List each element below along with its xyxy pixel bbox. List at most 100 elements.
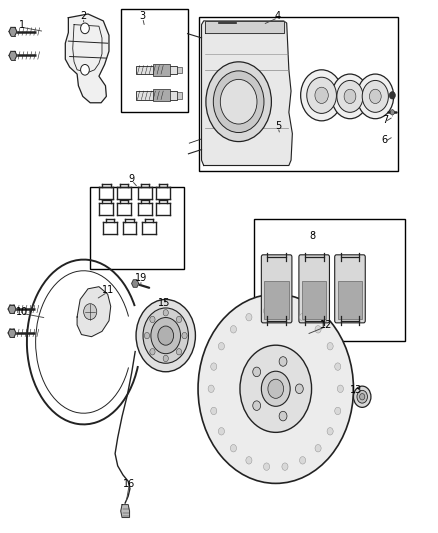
Circle shape — [390, 110, 395, 115]
Circle shape — [315, 445, 321, 452]
Circle shape — [158, 326, 173, 345]
Text: 5: 5 — [275, 120, 281, 131]
Circle shape — [240, 345, 311, 432]
Text: 11: 11 — [102, 286, 114, 295]
Circle shape — [335, 363, 341, 370]
Circle shape — [360, 393, 365, 400]
Circle shape — [198, 294, 353, 483]
Text: 12: 12 — [320, 320, 332, 330]
Circle shape — [307, 77, 336, 114]
Circle shape — [136, 300, 195, 372]
Circle shape — [177, 349, 182, 355]
Polygon shape — [8, 329, 16, 337]
Circle shape — [208, 385, 214, 392]
Text: 13: 13 — [350, 385, 363, 395]
Text: 7: 7 — [382, 115, 388, 125]
Polygon shape — [8, 305, 16, 313]
Circle shape — [150, 316, 155, 322]
Circle shape — [335, 407, 341, 415]
Polygon shape — [121, 505, 130, 518]
Circle shape — [177, 316, 182, 322]
Circle shape — [279, 411, 287, 421]
Circle shape — [163, 356, 168, 362]
Circle shape — [211, 363, 217, 370]
Circle shape — [357, 390, 367, 403]
Polygon shape — [132, 280, 139, 287]
Text: 10: 10 — [15, 306, 28, 317]
Circle shape — [182, 333, 187, 339]
Circle shape — [282, 307, 288, 314]
Bar — [90, 187, 184, 269]
Circle shape — [389, 92, 396, 99]
Bar — [137, 91, 177, 100]
Circle shape — [81, 64, 89, 75]
Circle shape — [261, 371, 290, 406]
Bar — [338, 281, 362, 319]
Circle shape — [344, 89, 356, 103]
Circle shape — [268, 379, 284, 398]
Circle shape — [264, 463, 270, 470]
Circle shape — [145, 333, 150, 339]
Text: 1: 1 — [18, 20, 25, 30]
Circle shape — [151, 318, 180, 354]
Bar — [121, 9, 188, 112]
FancyBboxPatch shape — [261, 255, 292, 323]
Bar — [177, 67, 182, 73]
Circle shape — [246, 457, 252, 464]
Circle shape — [300, 70, 343, 121]
Polygon shape — [205, 21, 285, 33]
Bar — [137, 66, 177, 74]
Text: 6: 6 — [382, 135, 388, 145]
Circle shape — [211, 407, 217, 415]
Polygon shape — [77, 287, 111, 337]
Bar — [153, 90, 170, 101]
Circle shape — [279, 357, 287, 366]
Circle shape — [218, 427, 224, 435]
Bar — [177, 92, 182, 99]
Circle shape — [218, 343, 224, 350]
Text: 2: 2 — [81, 11, 87, 21]
Circle shape — [230, 445, 237, 452]
Circle shape — [206, 62, 272, 142]
Text: 8: 8 — [310, 231, 316, 241]
Text: 15: 15 — [158, 297, 171, 308]
Circle shape — [315, 87, 328, 103]
Circle shape — [230, 326, 237, 333]
Text: 4: 4 — [275, 11, 281, 21]
Text: 9: 9 — [129, 174, 135, 184]
Circle shape — [81, 23, 89, 34]
Circle shape — [337, 80, 363, 112]
Circle shape — [163, 310, 168, 316]
Circle shape — [213, 71, 264, 133]
Circle shape — [315, 326, 321, 333]
Bar — [199, 17, 398, 171]
Circle shape — [220, 79, 257, 124]
Circle shape — [332, 74, 368, 119]
Text: 19: 19 — [135, 273, 148, 283]
Circle shape — [362, 80, 389, 112]
Circle shape — [327, 427, 333, 435]
Circle shape — [369, 89, 381, 103]
Circle shape — [353, 386, 371, 407]
Circle shape — [357, 74, 394, 119]
Polygon shape — [9, 27, 17, 36]
Circle shape — [295, 384, 303, 393]
Circle shape — [300, 457, 306, 464]
Bar — [254, 219, 405, 341]
Circle shape — [253, 401, 261, 410]
FancyBboxPatch shape — [335, 255, 365, 323]
Circle shape — [253, 367, 261, 377]
Circle shape — [264, 307, 270, 314]
Circle shape — [150, 349, 155, 355]
Polygon shape — [9, 51, 17, 60]
Text: 16: 16 — [124, 480, 136, 489]
Circle shape — [300, 313, 306, 321]
Bar — [153, 64, 170, 76]
FancyBboxPatch shape — [299, 255, 329, 323]
Circle shape — [84, 304, 97, 320]
Circle shape — [143, 308, 188, 364]
Bar — [265, 281, 289, 319]
Circle shape — [282, 463, 288, 470]
Circle shape — [337, 385, 343, 392]
Text: 3: 3 — [140, 11, 146, 21]
